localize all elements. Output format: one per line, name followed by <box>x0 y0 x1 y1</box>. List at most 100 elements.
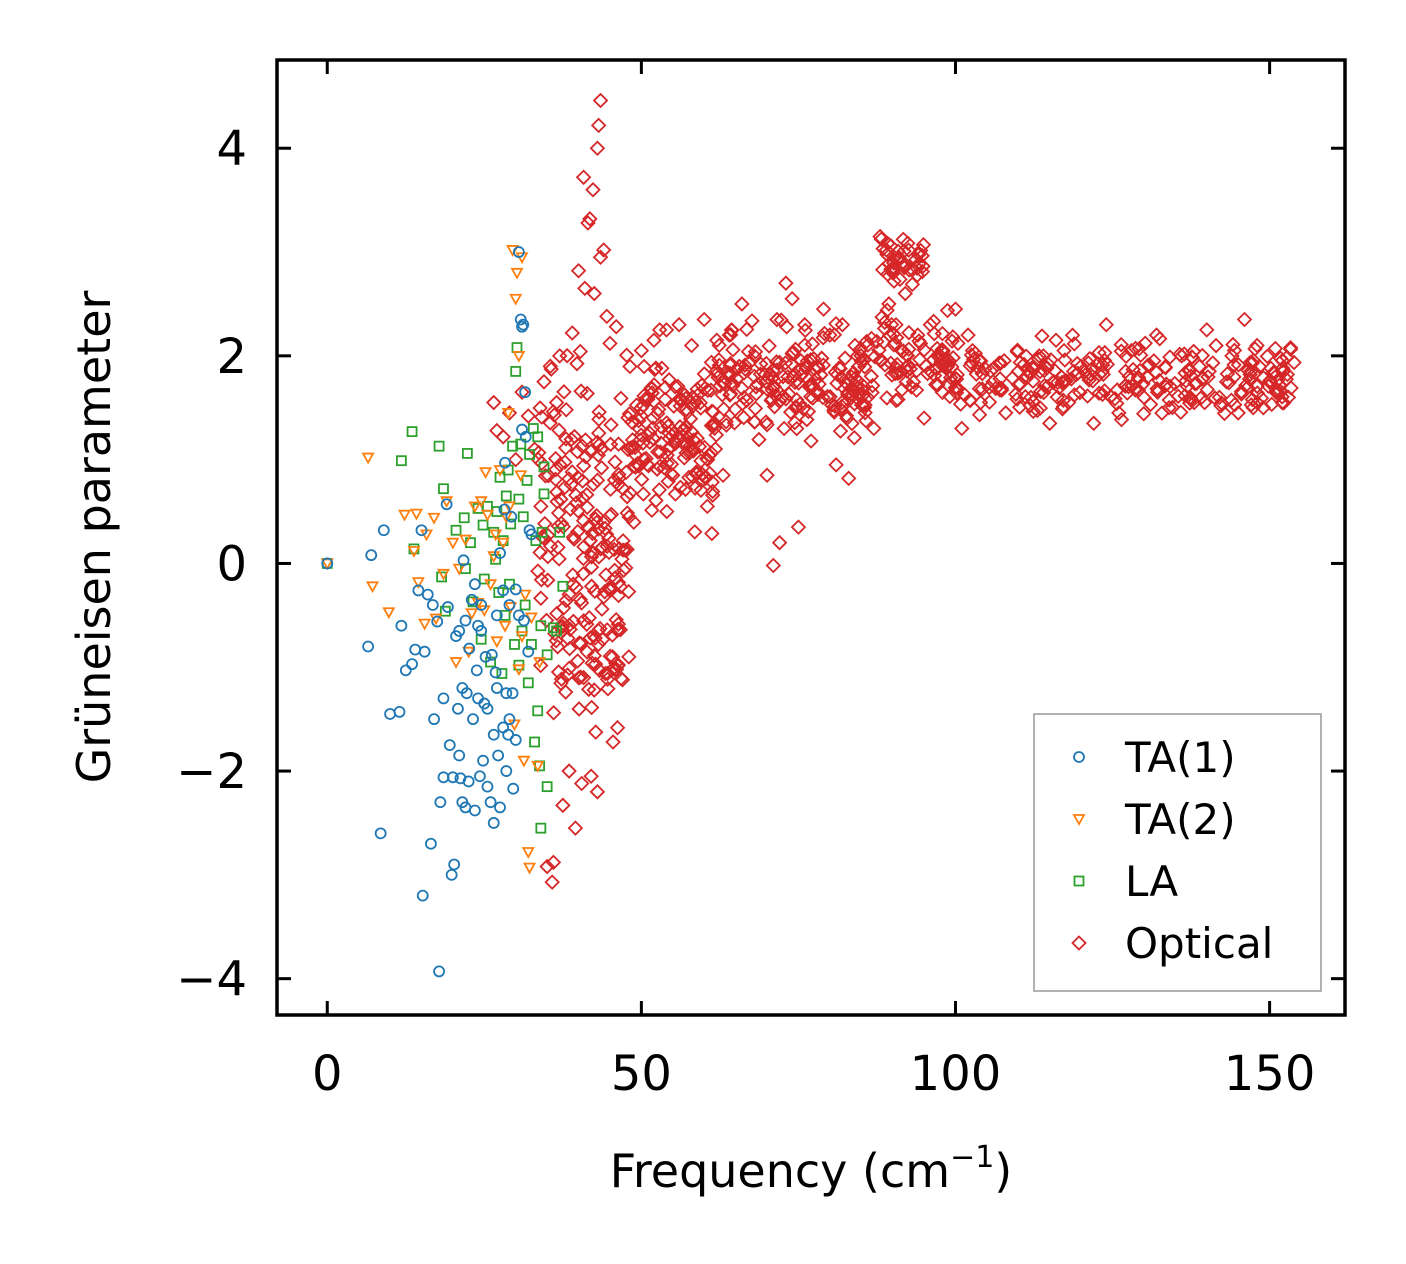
data-point <box>1274 352 1291 369</box>
data-point <box>465 608 479 621</box>
data-point <box>531 760 545 773</box>
data-point <box>505 510 518 523</box>
data-point <box>929 348 946 364</box>
data-point <box>510 267 524 280</box>
data-point <box>853 353 870 369</box>
data-point <box>583 578 600 595</box>
data-point <box>1118 348 1134 365</box>
data-point <box>641 434 658 450</box>
data-point <box>1239 379 1256 396</box>
data-point <box>826 327 843 343</box>
data-point <box>942 369 959 386</box>
data-point <box>535 822 547 834</box>
data-point <box>1218 374 1235 390</box>
data-point <box>949 366 966 383</box>
data-point <box>594 601 610 617</box>
data-point <box>1035 348 1052 364</box>
data-point <box>863 330 880 347</box>
data-point <box>777 355 794 371</box>
data-point <box>599 538 615 555</box>
data-point <box>608 319 625 335</box>
data-point <box>838 375 854 391</box>
data-point <box>395 455 407 467</box>
data-point <box>736 389 752 406</box>
data-point <box>532 544 548 561</box>
data-point <box>481 702 494 715</box>
data-point <box>1025 403 1042 420</box>
data-point <box>1181 361 1197 378</box>
data-point <box>934 325 951 342</box>
data-point <box>459 614 472 627</box>
data-point <box>566 428 583 445</box>
data-point <box>418 618 432 631</box>
data-point <box>950 335 966 352</box>
data-point <box>828 316 844 332</box>
data-point <box>1172 404 1189 421</box>
data-point <box>775 368 791 385</box>
data-point <box>406 658 418 671</box>
data-point <box>963 355 980 371</box>
data-point <box>704 487 721 503</box>
data-point <box>672 479 689 496</box>
data-point <box>557 684 574 700</box>
data-point <box>446 537 460 550</box>
data-point <box>934 368 951 385</box>
data-point <box>500 765 513 777</box>
data-point <box>1199 322 1215 338</box>
data-point <box>1117 378 1134 394</box>
data-point <box>769 311 785 328</box>
data-point <box>579 644 595 660</box>
data-point <box>578 616 595 632</box>
y-tick-label: 2 <box>216 329 247 385</box>
data-point <box>462 775 475 788</box>
data-point <box>561 617 577 634</box>
data-point <box>863 368 880 385</box>
data-point <box>1199 381 1216 398</box>
data-point <box>715 467 731 483</box>
data-point <box>708 332 725 349</box>
data-point <box>1079 388 1096 404</box>
data-point <box>803 433 819 449</box>
x-tick-label: 0 <box>312 1046 343 1102</box>
data-point <box>610 616 627 632</box>
x-tick-label: 150 <box>1224 1046 1316 1102</box>
data-point <box>1211 389 1228 406</box>
data-point <box>541 649 553 661</box>
data-point <box>1095 366 1111 383</box>
data-point <box>515 631 529 643</box>
data-point <box>572 591 589 608</box>
data-point <box>643 380 660 396</box>
data-point <box>599 671 616 688</box>
data-point <box>1111 405 1127 421</box>
data-point <box>585 476 602 493</box>
data-point <box>605 734 621 750</box>
data-point <box>558 431 574 447</box>
data-point <box>613 390 629 407</box>
data-point <box>546 407 563 423</box>
data-point <box>499 511 513 524</box>
data-point <box>1196 394 1213 411</box>
data-point <box>589 784 606 800</box>
data-point <box>800 403 817 420</box>
data-point <box>726 415 743 431</box>
data-point <box>1280 389 1297 406</box>
data-point <box>1022 397 1038 414</box>
data-point <box>406 426 418 438</box>
data-point <box>782 404 799 420</box>
data-point <box>569 355 585 372</box>
data-point <box>647 361 663 378</box>
data-point <box>622 485 638 501</box>
data-point <box>565 576 582 592</box>
data-point <box>832 423 849 439</box>
data-point <box>897 285 914 302</box>
data-point <box>621 649 637 665</box>
data-point <box>1161 392 1178 408</box>
data-point <box>899 235 916 252</box>
data-point <box>506 245 520 257</box>
data-point <box>724 322 740 338</box>
series-ta-1- <box>321 246 538 978</box>
data-point <box>542 358 559 374</box>
data-point <box>778 275 794 291</box>
data-point <box>846 430 863 446</box>
data-point <box>746 413 763 430</box>
